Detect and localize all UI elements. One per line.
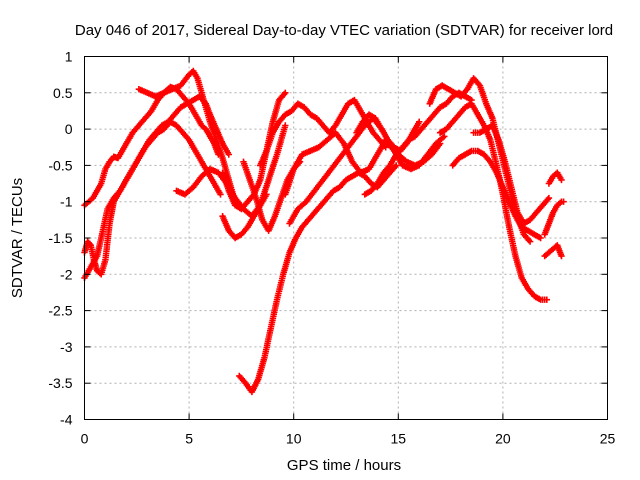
y-axis-title: SDTVAR / TECUs [9,178,26,298]
x-tick-label: 20 [495,431,511,447]
series-track-21 [545,169,565,187]
chart-title: Day 046 of 2017, Sidereal Day-to-day VTE… [75,22,613,39]
grid [84,56,608,420]
y-tick-label: -2.5 [48,303,72,319]
y-tick-label: -2 [60,266,73,282]
y-tick-label: 0 [65,121,73,137]
y-tick-label: -1 [60,194,73,210]
y-tick-label: -0.5 [48,157,72,173]
x-axis-title: GPS time / hours [287,457,401,474]
series-track-12 [257,96,389,169]
series-markers [236,162,400,396]
x-tick-label: 25 [600,431,616,447]
data-points [81,67,567,396]
series-markers [135,67,239,205]
series-track-17 [449,147,544,242]
series-track-8 [219,191,270,242]
series-track-4 [135,67,239,205]
series-track-9 [236,162,400,396]
axis-ticks: 1 0.5 0 -0.5 -1 -1.5 -2 -2.5 -3 -3.5 -4 0 5 10 15 20 25 [48,49,615,447]
x-tick-label: 15 [391,431,407,447]
y-tick-label: 1 [65,49,73,65]
series-track-20 [541,242,565,260]
series-markers [257,96,389,169]
series-track-18 [470,122,553,227]
x-tick-label: 0 [81,431,89,447]
series-markers [545,169,565,187]
series-markers [470,122,553,227]
x-tick-label: 10 [286,431,302,447]
x-tick-label: 5 [185,431,193,447]
y-tick-label: 0.5 [53,85,73,101]
series-markers [449,147,544,242]
series-markers [219,191,270,242]
series-track-19 [541,198,567,238]
y-tick-label: -1.5 [48,230,72,246]
series-markers [541,242,565,260]
y-tick-label: -3.5 [48,375,72,391]
y-tick-label: -3 [60,339,73,355]
series-markers [541,198,567,238]
y-tick-label: -4 [60,412,73,428]
